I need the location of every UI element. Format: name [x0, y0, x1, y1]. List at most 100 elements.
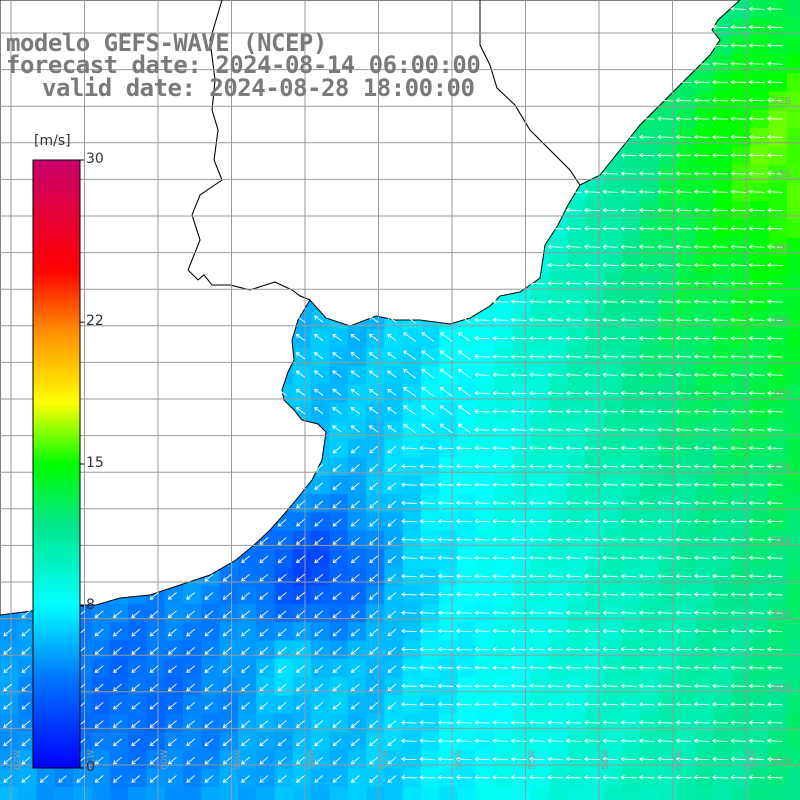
wind-arrow	[657, 630, 673, 633]
wind-arrow	[332, 464, 342, 472]
wind-arrow	[332, 555, 342, 563]
wind-arrow-head	[295, 778, 301, 783]
wind-arrow-head	[693, 280, 698, 286]
wind-arrow	[511, 355, 527, 358]
wind-arrow-head	[350, 467, 356, 472]
wind-arrow	[3, 775, 13, 783]
wind-arrow-head	[675, 317, 680, 323]
wind-arrow-head	[748, 463, 753, 469]
wind-arrow	[566, 538, 582, 541]
wind-arrow-head	[400, 683, 406, 689]
wind-arrow-head	[693, 646, 698, 652]
wind-arrow-head	[766, 152, 772, 158]
wind-arrow-head	[602, 720, 607, 725]
wind-arrow	[657, 136, 673, 138]
wind-arrow-head	[437, 665, 442, 670]
wind-arrow-head	[602, 427, 607, 433]
wind-arrow	[223, 665, 232, 673]
wind-arrow	[749, 465, 765, 468]
wind-arrow	[529, 612, 545, 614]
latitude-label: 41S	[772, 756, 791, 767]
wind-arrow-head	[167, 760, 173, 765]
wind-arrow-head	[167, 723, 173, 728]
speed-cell	[786, 329, 800, 349]
wind-arrow-head	[529, 427, 534, 433]
wind-arrow	[421, 332, 435, 342]
speed-cell	[585, 786, 605, 800]
wind-arrow-head	[387, 687, 392, 692]
wind-arrow-head	[131, 650, 136, 655]
wind-arrow	[694, 172, 710, 175]
wind-arrow-head	[638, 665, 644, 670]
wind-arrow-head	[400, 555, 406, 561]
wind-arrow	[712, 776, 728, 779]
wind-arrow-head	[675, 720, 680, 725]
wind-arrow	[731, 392, 747, 395]
wind-arrow	[149, 610, 159, 618]
wind-arrow-head	[369, 485, 374, 490]
wind-arrow	[511, 392, 527, 395]
wind-arrow-head	[510, 335, 515, 341]
wind-arrow	[694, 154, 710, 157]
wind-arrow-head	[547, 317, 552, 323]
wind-arrow-head	[748, 134, 753, 140]
wind-arrow	[186, 756, 196, 765]
wind-arrow	[259, 573, 269, 582]
wind-arrow-head	[295, 352, 300, 357]
wind-arrow-head	[675, 482, 680, 487]
wind-arrow	[21, 775, 31, 783]
wind-arrow-head	[583, 610, 589, 616]
wind-arrow-head	[620, 226, 625, 231]
wind-arrow	[548, 758, 564, 761]
wind-arrow	[401, 776, 417, 779]
wind-arrow-head	[565, 500, 570, 506]
wind-arrow	[731, 44, 747, 47]
wind-arrow	[241, 592, 250, 600]
wind-arrow	[657, 502, 673, 504]
wind-arrow-head	[419, 555, 424, 561]
wind-arrow-head	[748, 409, 753, 414]
wind-arrow-head	[583, 592, 589, 597]
wind-arrow	[603, 301, 619, 303]
wind-arrow-head	[766, 390, 772, 396]
wind-arrow	[749, 172, 765, 175]
wind-arrow	[493, 447, 509, 450]
wind-arrow	[621, 630, 637, 633]
wind-arrow	[731, 410, 747, 413]
wind-arrow-head	[457, 332, 463, 337]
wind-arrow	[603, 374, 619, 376]
wind-arrow	[369, 388, 379, 396]
wind-arrow-head	[457, 350, 463, 355]
wind-arrow-head	[492, 500, 497, 506]
wind-arrow	[639, 209, 655, 212]
wind-arrow	[440, 332, 453, 342]
wind-arrow-head	[332, 425, 337, 430]
longitude-label: 52W	[748, 750, 758, 770]
wind-arrow-head	[675, 335, 680, 341]
colorbar-tick-label: 8	[86, 596, 95, 613]
wind-arrow	[314, 665, 324, 673]
wind-arrow	[676, 612, 692, 614]
wind-arrow	[712, 648, 728, 651]
wind-arrow-head	[675, 683, 680, 689]
speed-cell	[786, 164, 800, 184]
wind-arrow-head	[675, 134, 680, 140]
wind-arrow-head	[529, 701, 534, 707]
wind-arrow-head	[314, 613, 319, 619]
wind-arrow	[749, 776, 765, 779]
wind-arrow	[657, 575, 673, 578]
wind-arrow	[95, 738, 104, 746]
wind-arrow	[749, 227, 765, 230]
wind-arrow-head	[314, 632, 319, 637]
wind-arrow	[278, 592, 287, 600]
wind-arrow	[493, 538, 509, 541]
wind-arrow	[712, 392, 728, 395]
wind-arrow-head	[3, 632, 8, 637]
wind-arrow-head	[387, 352, 392, 357]
wind-arrow	[493, 703, 509, 706]
wind-arrow	[511, 721, 527, 724]
wind-arrow-head	[766, 189, 772, 195]
speed-cell	[768, 786, 788, 800]
wind-arrow	[58, 775, 67, 783]
wind-arrow	[676, 172, 692, 175]
